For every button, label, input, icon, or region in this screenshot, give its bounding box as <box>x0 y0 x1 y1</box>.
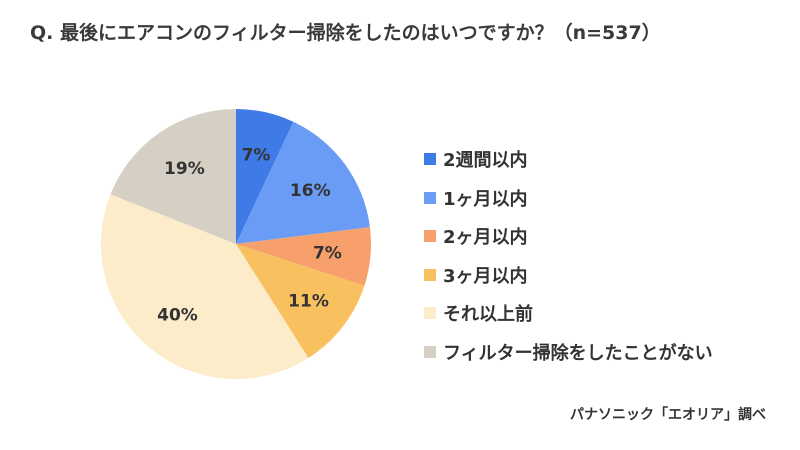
legend-label: それ以上前 <box>443 304 533 326</box>
pie-slice <box>110 109 236 244</box>
legend-label: フィルター掃除をしたことがない <box>443 342 713 364</box>
data-label: 7% <box>242 145 271 165</box>
pie-slice <box>236 227 371 286</box>
legend-item: フィルター掃除をしたことがない <box>424 333 713 372</box>
legend-item: 2ヶ月以内 <box>424 217 713 256</box>
legend-item: 2週間以内 <box>424 140 713 179</box>
pie-slice <box>101 194 309 379</box>
data-label: 16% <box>290 181 331 201</box>
legend-label: 2ヶ月以内 <box>443 227 528 249</box>
legend-label: 1ヶ月以内 <box>443 188 528 210</box>
legend-item: それ以上前 <box>424 294 713 333</box>
pie-slice <box>236 109 294 244</box>
legend: 2週間以内 1ヶ月以内 2ヶ月以内 3ヶ月以内それ以上前フィルター掃除をしたことがない <box>424 140 713 371</box>
data-label: 11% <box>288 291 329 311</box>
legend-swatch <box>424 153 436 166</box>
legend-label: 3ヶ月以内 <box>443 265 528 287</box>
legend-swatch <box>424 345 436 358</box>
legend-swatch <box>424 268 436 281</box>
data-label: 7% <box>313 244 342 264</box>
pie-slice <box>236 121 370 244</box>
legend-item: 1ヶ月以内 <box>424 179 713 218</box>
chart-title: Q. 最後にエアコンのフィルター掃除をしたのはいつですか？（n=537） <box>30 22 661 44</box>
legend-swatch <box>424 230 436 243</box>
data-label: 19% <box>164 159 205 179</box>
legend-label: 2週間以内 <box>443 150 528 172</box>
data-label: 40% <box>157 306 198 326</box>
source-note: パナソニック「エオリア」調べ <box>570 407 766 423</box>
legend-swatch <box>424 191 436 204</box>
pie-slice <box>236 244 365 358</box>
legend-item: 3ヶ月以内 <box>424 256 713 295</box>
legend-swatch <box>424 307 436 320</box>
